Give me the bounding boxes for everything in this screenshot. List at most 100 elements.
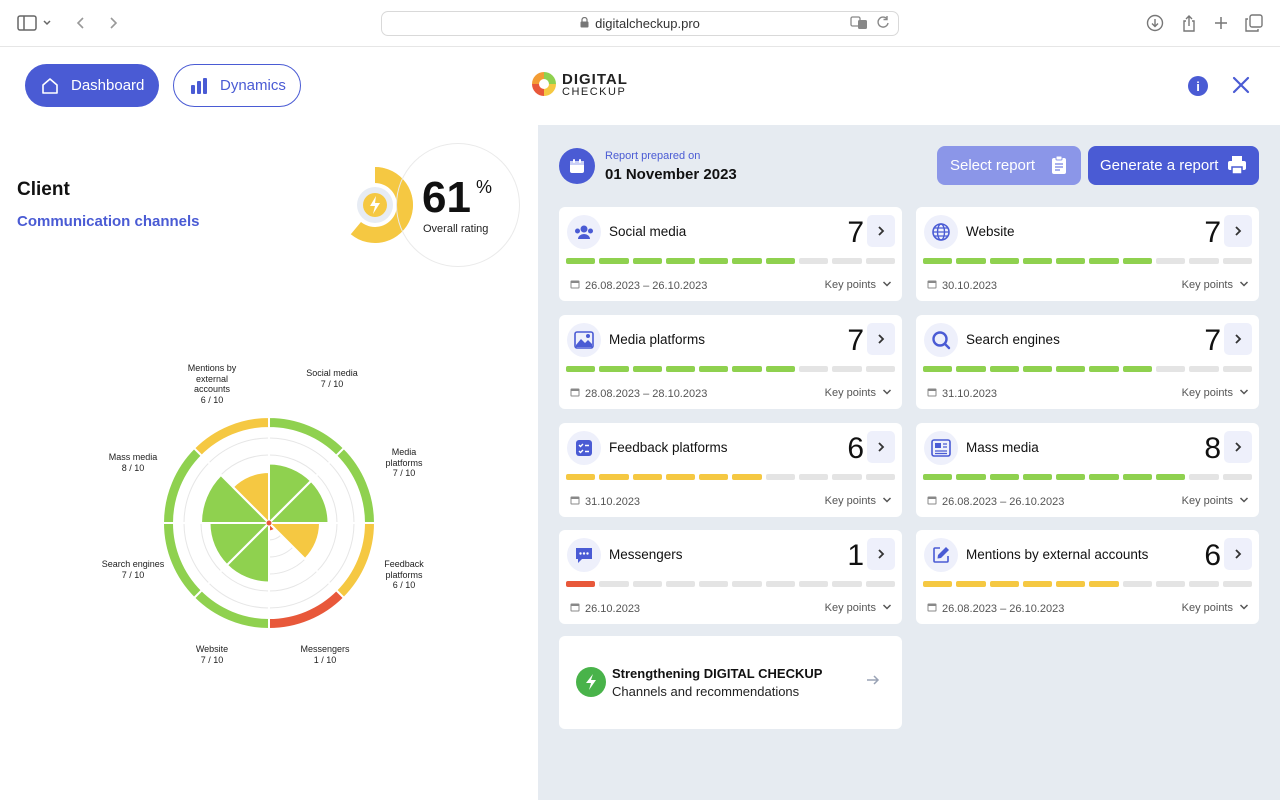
key-points-toggle[interactable]: Key points <box>825 495 892 507</box>
channel-card[interactable]: Search engines 7 31.10.2023 Key points <box>916 315 1259 409</box>
image-icon <box>567 323 601 357</box>
radar-label-score: 7 / 10 <box>320 378 344 389</box>
score-bar <box>566 258 895 264</box>
address-bar[interactable]: digitalcheckup.pro <box>381 11 899 36</box>
chevron-right-icon[interactable] <box>867 323 895 355</box>
key-points-toggle[interactable]: Key points <box>1182 495 1249 507</box>
radar-label-score: 1 / 10 <box>313 654 337 665</box>
download-icon[interactable] <box>1144 12 1166 34</box>
key-points-toggle[interactable]: Key points <box>1182 387 1249 399</box>
chevron-down-icon[interactable] <box>40 12 54 34</box>
score-segment <box>989 258 1019 264</box>
chevron-down-icon <box>882 387 892 399</box>
report-panel: Report prepared on 01 November 2023 Sele… <box>538 125 1280 800</box>
score-segment <box>989 474 1019 480</box>
rating-unit: % <box>476 177 493 197</box>
back-icon[interactable] <box>70 12 92 34</box>
chevron-right-icon[interactable] <box>867 538 895 570</box>
chevron-right-icon[interactable] <box>1224 215 1252 247</box>
key-points-toggle[interactable]: Key points <box>825 602 892 614</box>
radar-spoke <box>268 455 337 524</box>
calendar-icon <box>570 387 580 400</box>
select-report-button[interactable]: Select report <box>937 146 1081 185</box>
url-text: digitalcheckup.pro <box>595 16 700 31</box>
search-icon <box>924 323 958 357</box>
chevron-right-icon[interactable] <box>1224 431 1252 463</box>
tabs-overview-icon[interactable] <box>1243 12 1265 34</box>
communication-channels-link[interactable]: Communication channels <box>17 213 200 230</box>
radar-ring-segment <box>161 446 204 524</box>
score-bar <box>566 581 895 587</box>
card-title: Social media <box>609 224 687 239</box>
score-segment <box>632 581 662 587</box>
key-points-toggle[interactable]: Key points <box>825 387 892 399</box>
channel-card[interactable]: Mass media 8 26.08.2023 – 26.10.2023 Key po… <box>916 423 1259 517</box>
key-points-toggle[interactable]: Key points <box>825 279 892 291</box>
reload-icon[interactable] <box>876 15 890 32</box>
close-icon[interactable] <box>1230 74 1252 96</box>
card-date: 26.08.2023 – 26.10.2023 <box>570 279 707 292</box>
score-segment <box>599 258 629 264</box>
dynamics-button[interactable]: Dynamics <box>173 64 301 107</box>
translate-icon[interactable] <box>850 15 868 34</box>
card-score: 6 <box>1204 539 1221 572</box>
score-segment <box>923 258 953 264</box>
channel-card[interactable]: Social media 7 26.08.2023 – 26.10.2023 Key … <box>559 207 902 301</box>
key-points-toggle[interactable]: Key points <box>1182 279 1249 291</box>
score-segment <box>566 474 596 480</box>
dashboard-button[interactable]: Dashboard <box>25 64 159 107</box>
key-points-toggle[interactable]: Key points <box>1182 602 1249 614</box>
strengthening-card[interactable]: Strengthening DIGITAL CHECKUP Channels a… <box>559 636 902 729</box>
globe-icon <box>924 215 958 249</box>
card-title: Website <box>966 224 1015 239</box>
radar-label-score: 7 / 10 <box>121 569 145 580</box>
score-segment <box>865 581 895 587</box>
card-date: 26.08.2023 – 26.10.2023 <box>927 495 1064 508</box>
score-segment <box>1089 581 1119 587</box>
channel-card[interactable]: Messengers 1 26.10.2023 Key points <box>559 530 902 624</box>
new-tab-icon[interactable] <box>1210 12 1232 34</box>
forward-icon[interactable] <box>102 12 124 34</box>
score-segment <box>732 581 762 587</box>
promo-title: Strengthening DIGITAL CHECKUP <box>612 666 823 681</box>
sidebar-toggle-icon[interactable] <box>16 12 38 34</box>
chevron-right-icon[interactable] <box>867 215 895 247</box>
logo-line-2: CHECKUP <box>562 86 627 98</box>
radar-ring-segment <box>192 588 270 631</box>
chevron-right-icon[interactable] <box>1224 323 1252 355</box>
arrow-right-icon[interactable] <box>865 672 881 693</box>
card-title: Media platforms <box>609 332 706 347</box>
radar-label-score: 6 / 10 <box>200 394 224 405</box>
score-segment <box>632 258 662 264</box>
channel-card[interactable]: Mentions by external accounts 6 26.08.2023… <box>916 530 1259 624</box>
chevron-right-icon[interactable] <box>1224 538 1252 570</box>
card-score: 1 <box>847 539 864 572</box>
generate-report-button[interactable]: Generate a report <box>1088 146 1259 185</box>
calendar-icon <box>927 602 937 615</box>
radar-ring-segment <box>161 522 204 600</box>
radar-label-score: 7 / 10 <box>200 654 224 665</box>
radar-spoke <box>268 522 337 591</box>
card-date-text: 30.10.2023 <box>942 279 998 292</box>
score-bar <box>566 474 895 480</box>
select-report-label: Select report <box>950 157 1036 174</box>
score-segment <box>665 581 696 587</box>
radar-label-name: Messengers <box>300 644 350 654</box>
info-icon[interactable]: i <box>1188 76 1208 96</box>
score-bar <box>566 366 895 372</box>
channel-card[interactable]: Feedback platforms 6 31.10.2023 Key points <box>559 423 902 517</box>
radar-ring-segment <box>334 446 377 524</box>
radar-label-name: Media platforms <box>385 447 423 468</box>
logo: DIGITAL CHECKUP <box>530 71 628 101</box>
chevron-right-icon[interactable] <box>867 431 895 463</box>
channel-card[interactable]: Media platforms 7 28.08.2023 – 28.10.2023 K… <box>559 315 902 409</box>
key-points-label: Key points <box>824 602 876 614</box>
card-score: 8 <box>1204 432 1221 465</box>
lightning-icon <box>370 196 380 214</box>
share-icon[interactable] <box>1178 12 1200 34</box>
radar-ring-segment <box>268 588 346 631</box>
channel-card[interactable]: Website 7 30.10.2023 Key points <box>916 207 1259 301</box>
score-segment <box>832 474 862 480</box>
score-bar <box>923 581 1252 587</box>
score-bar <box>923 258 1252 264</box>
